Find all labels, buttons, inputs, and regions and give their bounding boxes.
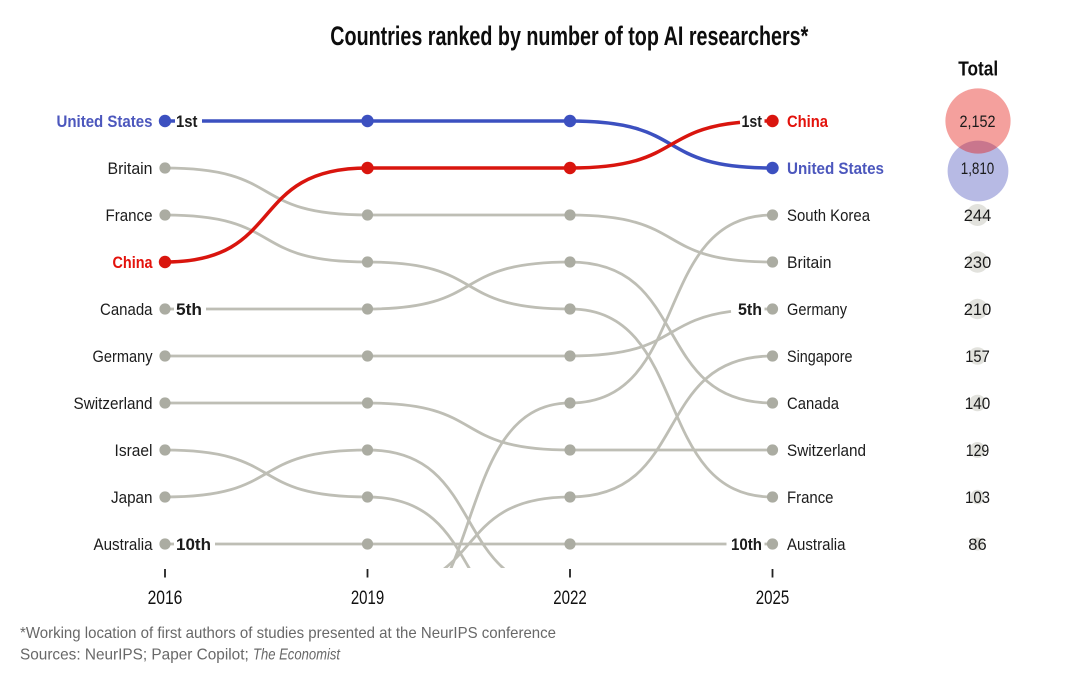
svg-text:157: 157 xyxy=(965,347,990,366)
svg-text:Switzerland: Switzerland xyxy=(74,394,153,413)
svg-text:5th: 5th xyxy=(738,300,762,319)
svg-text:2025: 2025 xyxy=(756,588,790,609)
svg-text:France: France xyxy=(787,488,834,507)
svg-text:Sources: NeurIPS; Paper Copilo: Sources: NeurIPS; Paper Copilot; The Eco… xyxy=(20,647,341,664)
svg-text:2019: 2019 xyxy=(351,588,384,609)
svg-text:Canada: Canada xyxy=(787,394,839,413)
svg-text:2022: 2022 xyxy=(553,588,587,609)
svg-text:140: 140 xyxy=(965,394,991,413)
svg-text:5th: 5th xyxy=(176,300,202,319)
svg-text:China: China xyxy=(113,253,153,272)
svg-text:Britain: Britain xyxy=(787,253,832,272)
svg-text:10th: 10th xyxy=(176,535,211,554)
svg-text:1,810: 1,810 xyxy=(961,159,995,178)
svg-text:129: 129 xyxy=(966,441,990,460)
svg-text:Australia: Australia xyxy=(94,535,153,554)
svg-text:1st: 1st xyxy=(742,112,763,131)
svg-text:2016: 2016 xyxy=(148,588,183,609)
svg-text:United States: United States xyxy=(57,112,153,131)
svg-text:Germany: Germany xyxy=(787,300,847,319)
svg-text:10th: 10th xyxy=(731,535,762,554)
svg-text:China: China xyxy=(787,112,828,131)
svg-text:Switzerland: Switzerland xyxy=(787,441,866,460)
svg-text:Germany: Germany xyxy=(93,347,153,366)
svg-text:Canada: Canada xyxy=(100,300,153,319)
svg-text:2,152: 2,152 xyxy=(960,112,996,131)
svg-text:France: France xyxy=(106,206,153,225)
svg-text:Australia: Australia xyxy=(787,535,846,554)
svg-text:86: 86 xyxy=(968,535,986,554)
svg-text:Countries ranked by number of: Countries ranked by number of top AI res… xyxy=(330,21,808,51)
svg-text:Japan: Japan xyxy=(111,488,153,507)
svg-text:230: 230 xyxy=(964,253,992,272)
svg-text:Israel: Israel xyxy=(115,441,153,460)
svg-text:*Working location of first aut: *Working location of first authors of st… xyxy=(20,625,556,642)
svg-text:244: 244 xyxy=(964,206,992,225)
svg-text:United States: United States xyxy=(787,159,884,178)
svg-text:Britain: Britain xyxy=(108,159,153,178)
svg-text:Total: Total xyxy=(958,57,998,80)
svg-text:South Korea: South Korea xyxy=(787,206,870,225)
svg-text:Singapore: Singapore xyxy=(787,347,853,366)
svg-text:103: 103 xyxy=(965,488,990,507)
svg-text:210: 210 xyxy=(964,300,992,319)
svg-text:1st: 1st xyxy=(176,112,198,131)
